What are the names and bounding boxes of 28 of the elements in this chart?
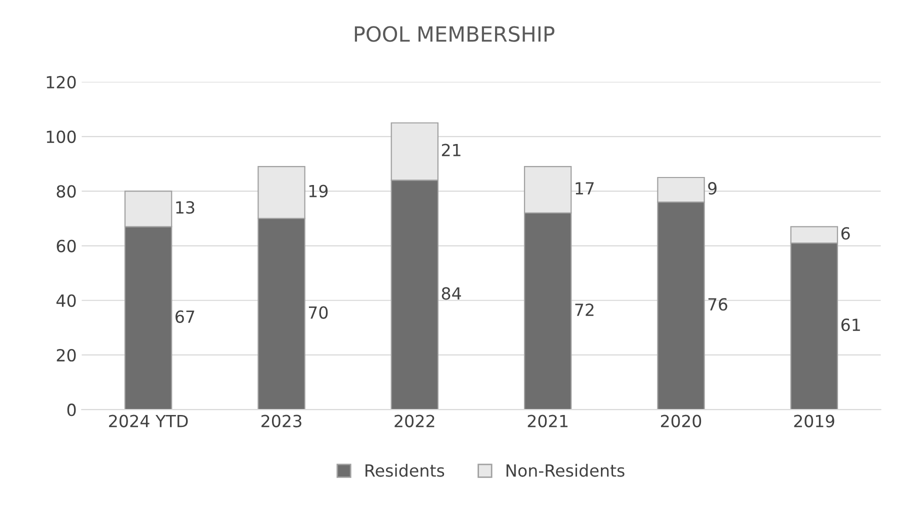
x-tick-label: 2021 — [528, 414, 568, 428]
y-tick-label: 120 — [46, 76, 76, 88]
x-tick-label: 2022 — [394, 414, 434, 428]
legend-label: Residents — [366, 464, 444, 477]
data-label: 70 — [308, 306, 328, 319]
data-label: 72 — [575, 304, 594, 316]
data-label: 61 — [841, 318, 860, 332]
data-label: 67 — [176, 310, 194, 323]
data-label: 6 — [841, 227, 850, 240]
y-tick-label: 100 — [46, 130, 76, 144]
data-label: 9 — [708, 182, 717, 195]
data-label: 21 — [442, 144, 460, 156]
y-tick-label: 0 — [67, 404, 76, 416]
y-tick-label: 60 — [56, 240, 76, 252]
data-label: 19 — [309, 184, 328, 198]
x-tick-label: 2023 — [261, 414, 302, 428]
data-label: 17 — [576, 182, 594, 194]
y-tick-label: 40 — [56, 294, 76, 307]
x-tick-label: 2019 — [794, 414, 834, 428]
data-label: 13 — [176, 201, 194, 214]
data-label: 84 — [442, 287, 462, 300]
y-tick-label: 20 — [56, 348, 76, 362]
data-label: 76 — [708, 298, 728, 311]
x-tick-label: 2020 — [661, 414, 702, 428]
x-tick-label: 2024 YTD — [109, 414, 188, 428]
legend-label: Non-Residents — [506, 464, 624, 477]
y-tick-label: 80 — [56, 185, 76, 198]
chart-title: POOL MEMBERSHIP — [354, 26, 554, 42]
